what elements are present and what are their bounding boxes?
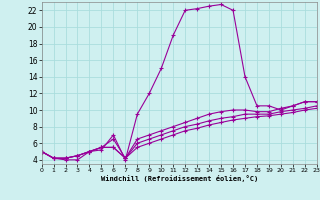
X-axis label: Windchill (Refroidissement éolien,°C): Windchill (Refroidissement éolien,°C): [100, 175, 258, 182]
